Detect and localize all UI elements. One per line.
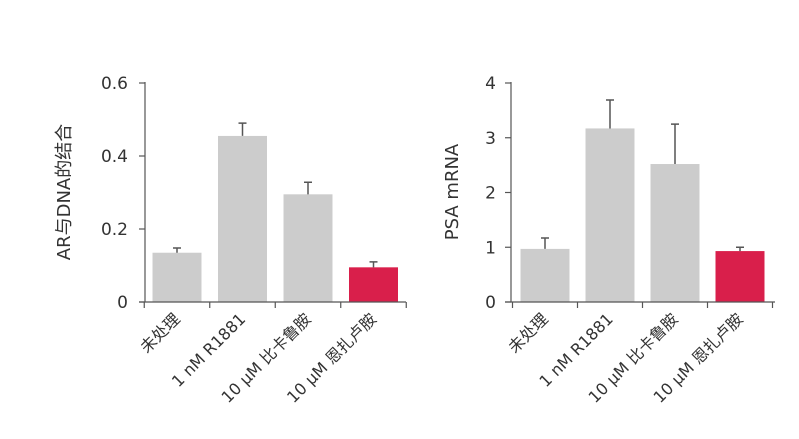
y-axis-title: AR与DNA的结合 [54, 124, 75, 260]
y-tick-label-1: 1 [485, 238, 496, 258]
bar-0 [152, 252, 202, 302]
y-tick-label-1: 0.2 [101, 220, 128, 240]
bar-3 [349, 267, 398, 302]
y-tick-label-3: 0.6 [101, 74, 128, 94]
error-bar-3 [736, 246, 744, 252]
bar-1 [218, 135, 267, 302]
bar-2 [283, 194, 333, 302]
error-bar-0 [541, 237, 549, 249]
category-label-0: 未处理 [504, 309, 551, 356]
y-tick-label-2: 0.4 [101, 147, 128, 167]
bar-1 [585, 128, 635, 302]
bar-3 [715, 251, 765, 302]
y-tick-label-0: 0 [485, 293, 496, 313]
y-tick-label-4: 4 [485, 74, 496, 94]
error-bar-2 [304, 181, 312, 195]
y-tick-label-2: 2 [485, 184, 496, 204]
y-tick-label-0: 0 [117, 293, 128, 313]
error-bar-0 [173, 247, 181, 253]
error-bar-1 [238, 122, 247, 136]
error-bar-2 [671, 123, 679, 165]
y-axis-title: PSA mRNA [442, 143, 463, 240]
y-tick-label-3: 3 [485, 129, 496, 149]
error-bar-3 [369, 261, 378, 268]
error-bar-1 [606, 99, 614, 129]
category-label-0: 未处理 [136, 309, 183, 356]
bar-0 [520, 248, 570, 302]
bar-2 [650, 164, 700, 302]
